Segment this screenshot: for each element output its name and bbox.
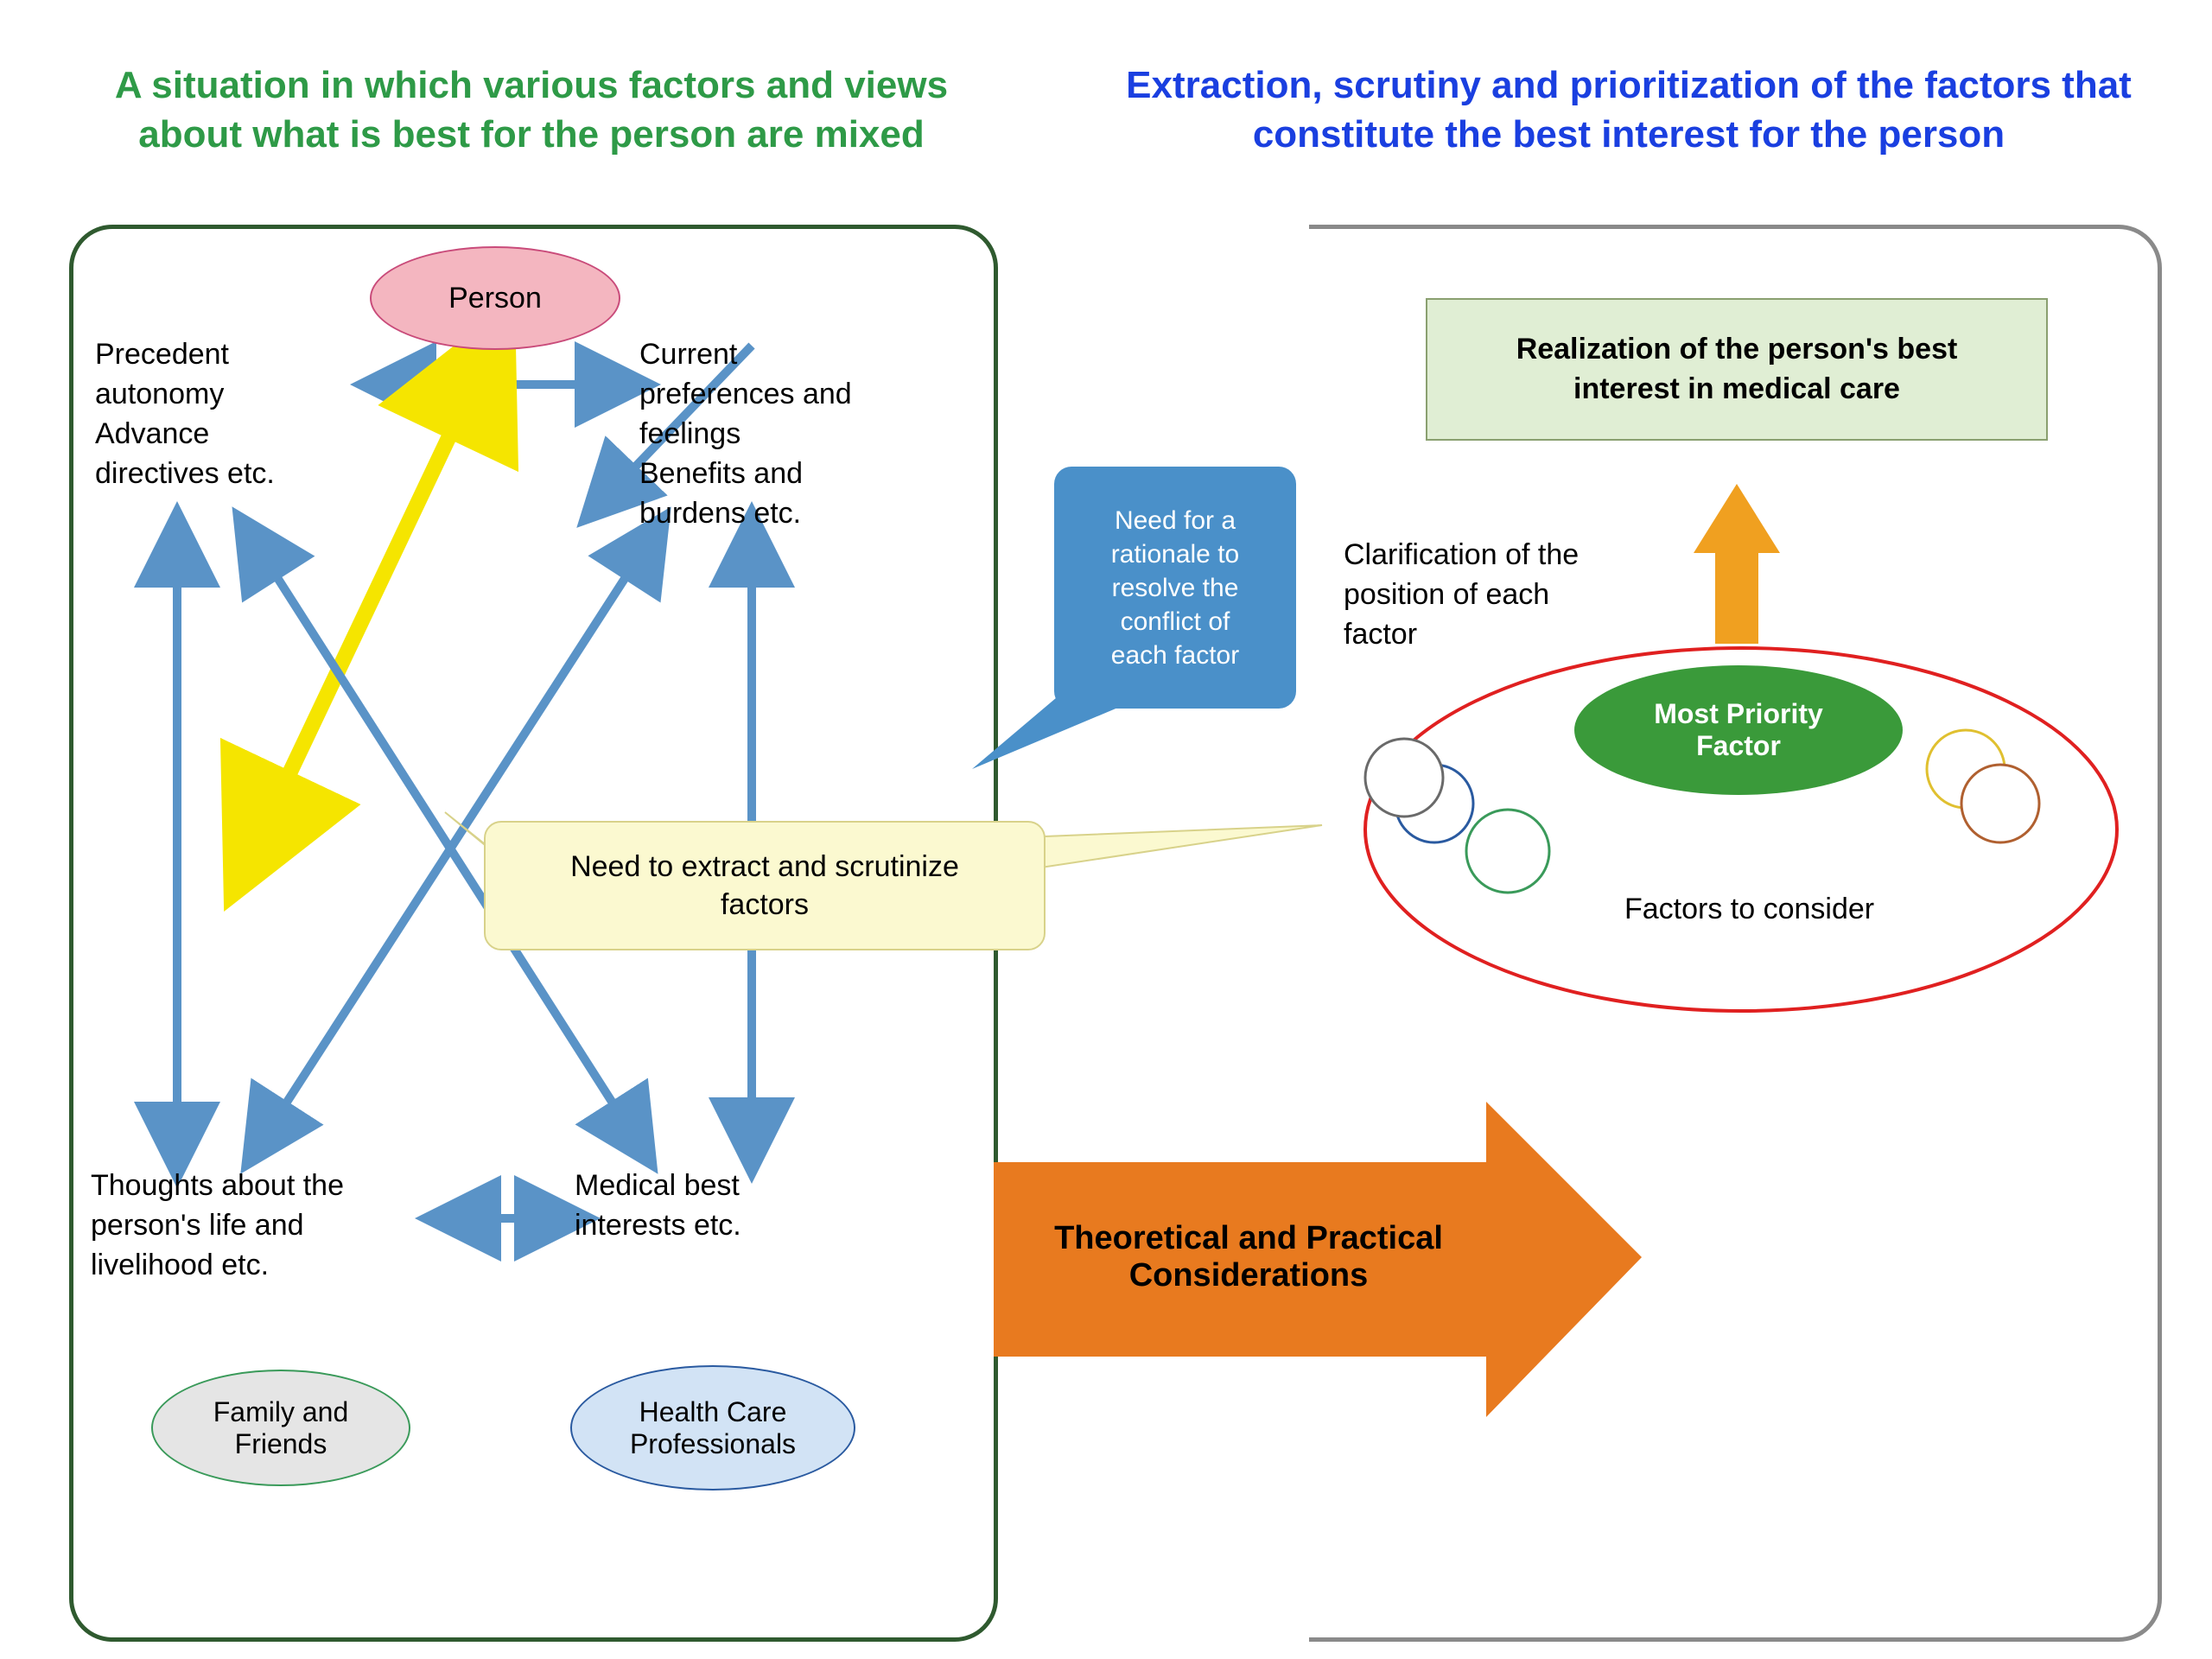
family-ellipse: Family and Friends xyxy=(151,1370,410,1486)
yellow-callout-text: Need to extract and scrutinize factors xyxy=(570,848,959,924)
medical-text: Medical best interests etc. xyxy=(575,1166,741,1246)
family-label: Family and Friends xyxy=(213,1396,349,1460)
hcp-label: Health Care Professionals xyxy=(630,1396,796,1460)
current-text: Current preferences and feelings Benefit… xyxy=(639,335,852,533)
big-arrow-text: Theoretical and Practical Considerations xyxy=(1054,1220,1443,1294)
big-arrow: Theoretical and Practical Considerations xyxy=(1011,1201,1486,1313)
priority-ellipse: Most Priority Factor xyxy=(1574,665,1903,795)
clarification-text: Clarification of the position of each fa… xyxy=(1344,536,1579,655)
priority-label: Most Priority Factor xyxy=(1654,698,1823,762)
person-label: Person xyxy=(448,282,542,315)
realization-box: Realization of the person's best interes… xyxy=(1426,298,2048,441)
factors-text: Factors to consider xyxy=(1624,890,1874,930)
person-ellipse: Person xyxy=(370,246,620,350)
right-title: Extraction, scrutiny and prioritization … xyxy=(1110,60,2147,159)
yellow-callout: Need to extract and scrutinize factors xyxy=(484,821,1046,950)
blue-callout-text: Need for a rationale to resolve the conf… xyxy=(1111,504,1239,672)
left-title: A situation in which various factors and… xyxy=(69,60,994,159)
precedent-text: Precedent autonomy Advance directives et… xyxy=(95,335,275,494)
blue-callout: Need for a rationale to resolve the conf… xyxy=(1054,467,1296,709)
realization-text: Realization of the person's best interes… xyxy=(1516,330,1958,410)
hcp-ellipse: Health Care Professionals xyxy=(570,1365,855,1491)
thoughts-text: Thoughts about the person's life and liv… xyxy=(91,1166,344,1286)
